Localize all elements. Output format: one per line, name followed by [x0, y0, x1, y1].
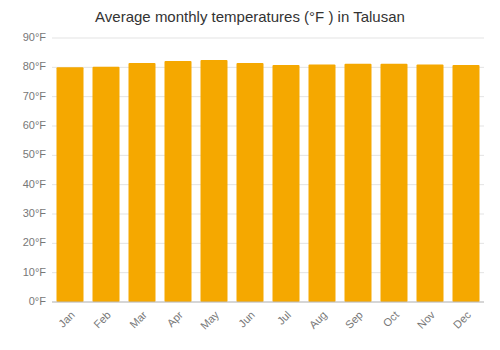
- x-tick-label: Dec: [451, 308, 474, 331]
- y-tick-label: 20°F: [23, 236, 47, 248]
- bar: [57, 67, 84, 302]
- y-axis: 0°F 10°F 20°F 30°F 40°F 50°F 60°F 70°F 80°F 90°F: [23, 31, 47, 307]
- bar: [273, 65, 300, 302]
- y-tick-label: 10°F: [23, 266, 47, 278]
- x-tick-label: Jun: [236, 309, 257, 330]
- x-tick-label: Aug: [307, 309, 329, 331]
- bar: [309, 64, 336, 302]
- chart-title: Average monthly temperatures (°F ) in Ta…: [95, 8, 405, 25]
- bar: [345, 64, 372, 302]
- bar: [93, 67, 120, 302]
- y-tick-label: 50°F: [23, 148, 47, 160]
- bar: [165, 61, 192, 302]
- x-tick-label: Oct: [380, 309, 401, 330]
- x-axis-line: [52, 302, 484, 303]
- x-tick-label: Feb: [91, 309, 113, 331]
- y-tick-label: 0°F: [29, 295, 47, 307]
- x-tick-label: Apr: [164, 308, 185, 329]
- x-tick-label: Mar: [127, 308, 149, 330]
- y-tick-label: 40°F: [23, 178, 47, 190]
- bar: [201, 60, 228, 302]
- chart-svg: 0°F 10°F 20°F 30°F 40°F 50°F 60°F 70°F 80°F 90°F J…: [0, 0, 500, 350]
- x-tick-label: Jul: [275, 309, 293, 327]
- chart-container: 0°F 10°F 20°F 30°F 40°F 50°F 60°F 70°F 80°F 90°F J…: [0, 0, 500, 350]
- y-tick-label: 30°F: [23, 207, 47, 219]
- x-axis: Jan Feb Mar Apr May Jun Jul Aug Sep Oct Nov Dec: [52, 302, 484, 332]
- y-tick-label: 60°F: [23, 119, 47, 131]
- bars: [57, 60, 480, 302]
- bar: [129, 63, 156, 302]
- grid: [52, 38, 484, 302]
- y-tick-label: 70°F: [23, 90, 47, 102]
- x-tick-label: May: [198, 308, 222, 332]
- x-tick-label: Jan: [56, 309, 77, 330]
- grid-line: [52, 302, 484, 303]
- x-tick-label: Sep: [343, 309, 365, 331]
- bar: [417, 64, 444, 302]
- grid-line: [52, 38, 484, 39]
- bar: [453, 65, 480, 302]
- bar: [381, 64, 408, 302]
- bar: [237, 63, 264, 302]
- y-tick-label: 80°F: [23, 60, 47, 72]
- x-tick-label: Nov: [415, 308, 438, 331]
- y-tick-label: 90°F: [23, 31, 47, 43]
